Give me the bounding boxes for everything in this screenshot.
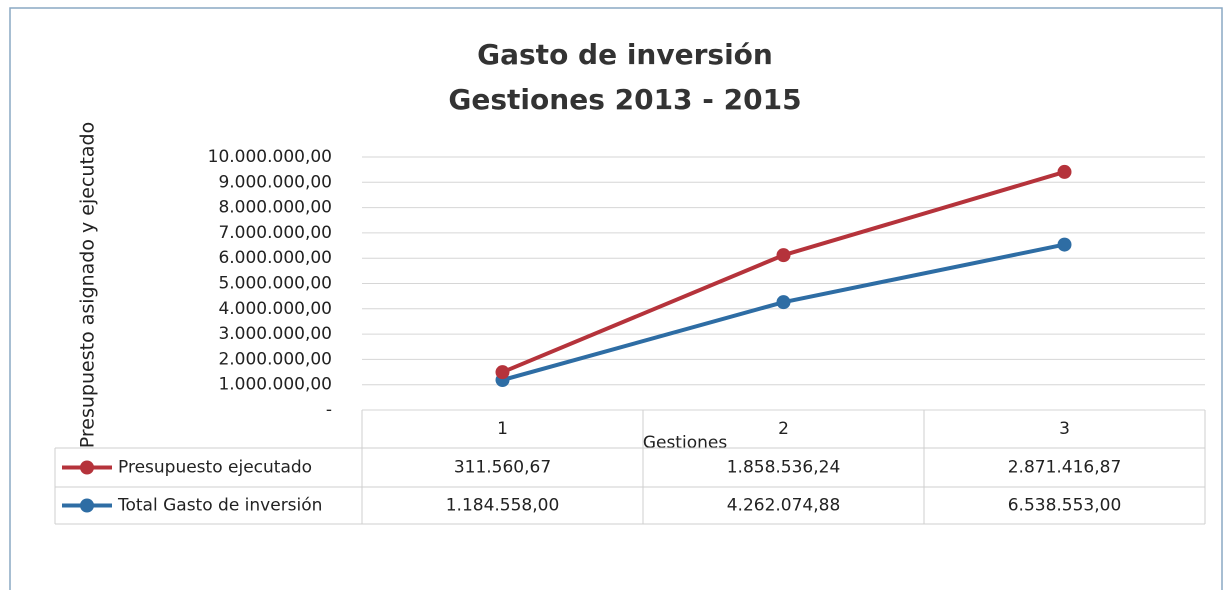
y-tick-label: - [326,400,332,420]
x-axis-title: Gestiones [643,433,728,453]
table-value: 2.871.416,87 [1008,458,1122,478]
table-value: 1.858.536,24 [727,458,841,478]
legend-marker [80,460,94,475]
data-point [776,295,791,310]
table-value: 4.262.074,88 [727,496,841,516]
legend-label: Total Gasto de inversión [117,496,322,516]
legend-marker [80,498,94,513]
y-tick-label: 8.000.000,00 [218,198,332,218]
y-tick-label: 5.000.000,00 [218,274,332,294]
table-value: 6.538.553,00 [1008,496,1122,516]
data-point [495,365,510,380]
chart-title: Gasto de inversión [477,38,773,71]
x-tick-label: 3 [1059,419,1070,439]
data-point [1057,164,1072,179]
y-tick-label: 10.000.000,00 [208,147,332,167]
y-tick-label: 6.000.000,00 [218,248,332,268]
y-axis-title: Presupuesto asignado y ejecutado [77,122,99,448]
y-tick-label: 4.000.000,00 [218,299,332,319]
y-tick-label: 1.000.000,00 [218,375,332,395]
table-value: 1.184.558,00 [446,496,560,516]
x-tick-label: 1 [497,419,508,439]
series-line [501,170,1066,374]
chart-subtitle: Gestiones 2013 - 2015 [448,83,801,116]
chart-frame [9,7,1223,590]
legend-label: Presupuesto ejecutado [118,458,312,478]
y-tick-label: 7.000.000,00 [218,223,332,243]
y-tick-label: 3.000.000,00 [218,324,332,344]
table-value: 311.560,67 [454,458,551,478]
y-tick-label: 9.000.000,00 [218,172,332,192]
data-point [1057,237,1072,252]
y-tick-label: 2.000.000,00 [218,349,332,369]
x-tick-label: 2 [778,419,789,439]
data-point [776,248,791,263]
